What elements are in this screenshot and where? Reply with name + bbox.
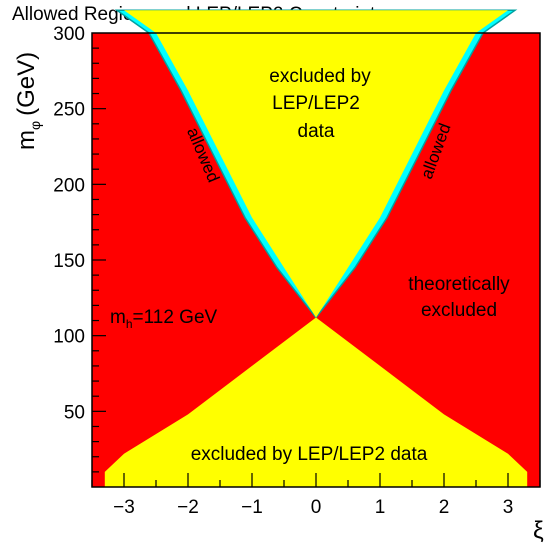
annotation-right-line1: theoretically (408, 274, 510, 295)
axis-ticks: −3 −2 −1 0 1 2 3 50 100 150 200 250 300 (53, 24, 541, 518)
annotation-higgs-mass: mh=112 GeV (110, 307, 218, 331)
x-tick-label: 3 (503, 497, 514, 518)
x-tick-label: −2 (177, 497, 199, 518)
higgs-mass-subscript: h (126, 317, 133, 331)
y-axis-label-unit: (GeV) (13, 52, 40, 116)
x-tick-label: 2 (439, 497, 450, 518)
y-axis-label-main: m (13, 130, 40, 150)
x-tick-label: −1 (241, 497, 263, 518)
y-tick-label: 50 (64, 402, 85, 423)
y-tick-label: 200 (53, 175, 85, 196)
y-tick-label: 150 (53, 251, 85, 272)
excluded-region-upper (124, 10, 508, 318)
y-axis-label: mφ (GeV) (13, 52, 43, 150)
x-tick-label: −3 (113, 497, 135, 518)
higgs-mass-value: =112 GeV (133, 307, 218, 328)
y-tick-label: 250 (53, 100, 85, 121)
y-tick-label: 300 (53, 24, 85, 45)
x-tick-label: 1 (375, 497, 386, 518)
annotation-upper-line1: excluded by (269, 66, 371, 87)
plot-area (91, 9, 541, 488)
annotation-lower: excluded by LEP/LEP2 data (191, 444, 428, 465)
x-axis-label: ξ (533, 517, 544, 544)
annotation-upper-line2: LEP/LEP2 (272, 93, 360, 114)
higgs-mass-symbol: m (110, 307, 126, 328)
annotation-right-line2: excluded (421, 300, 497, 321)
x-tick-label: 0 (311, 497, 322, 518)
excluded-region-lower (104, 317, 528, 487)
annotation-upper-line3: data (298, 121, 335, 142)
y-tick-label: 100 (53, 327, 85, 348)
y-axis-label-sub: φ (27, 121, 43, 130)
